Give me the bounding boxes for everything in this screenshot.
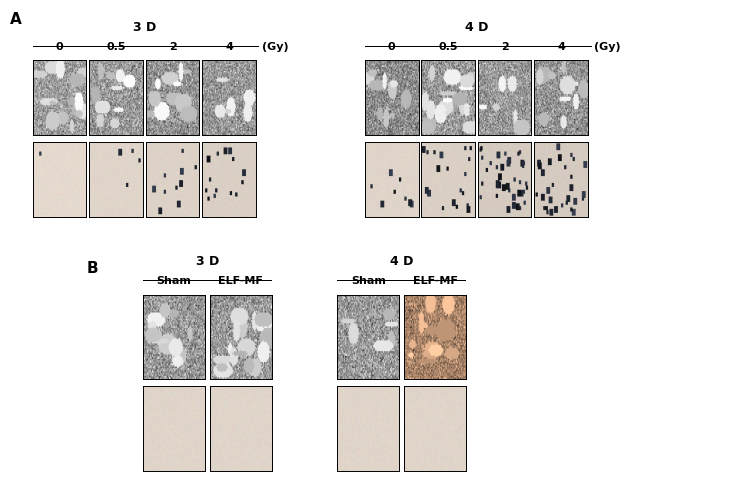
Text: 3 D: 3 D bbox=[133, 21, 156, 34]
Text: 2: 2 bbox=[501, 42, 509, 52]
Text: Sham: Sham bbox=[157, 276, 191, 286]
Text: 4: 4 bbox=[557, 42, 565, 52]
Text: (Gy): (Gy) bbox=[262, 42, 288, 52]
Text: B: B bbox=[86, 261, 98, 276]
Text: 2: 2 bbox=[169, 42, 177, 52]
Text: Sham: Sham bbox=[351, 276, 386, 286]
Text: 0: 0 bbox=[388, 42, 396, 52]
Text: 4: 4 bbox=[225, 42, 233, 52]
Text: 4 D: 4 D bbox=[465, 21, 488, 34]
Text: 3 D: 3 D bbox=[196, 255, 219, 268]
Text: ELF-MF: ELF-MF bbox=[413, 276, 457, 286]
Text: 0: 0 bbox=[56, 42, 64, 52]
Text: 0.5: 0.5 bbox=[438, 42, 458, 52]
Text: A: A bbox=[10, 12, 21, 27]
Text: ELF-MF: ELF-MF bbox=[218, 276, 263, 286]
Text: 4 D: 4 D bbox=[390, 255, 413, 268]
Text: (Gy): (Gy) bbox=[594, 42, 620, 52]
Text: 0.5: 0.5 bbox=[106, 42, 126, 52]
